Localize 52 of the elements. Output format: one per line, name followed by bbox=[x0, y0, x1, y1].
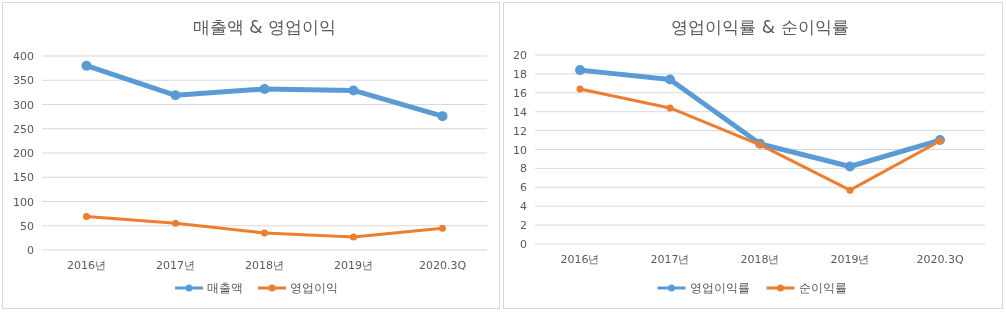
y-tick-label: 50 bbox=[20, 219, 34, 233]
x-tick-label: 2016년 bbox=[560, 253, 600, 266]
point bbox=[170, 90, 181, 101]
point bbox=[666, 104, 674, 112]
y-tick-label: 0 bbox=[27, 244, 34, 257]
point bbox=[81, 60, 92, 71]
y-tick-label: 14 bbox=[513, 105, 527, 119]
legend-label: 영업이익 bbox=[290, 281, 338, 295]
y-tick-label: 100 bbox=[13, 195, 34, 209]
point bbox=[576, 85, 584, 93]
x-tick-label: 2016년 bbox=[67, 259, 106, 272]
y-tick-label: 4 bbox=[520, 200, 527, 214]
x-tick-label: 2019년 bbox=[830, 253, 870, 266]
x-tick-label: 2017년 bbox=[156, 259, 195, 272]
legend-label: 순이익률 bbox=[798, 281, 847, 295]
y-tick-label: 200 bbox=[13, 147, 34, 160]
x-tick-label: 2020.3Q bbox=[916, 253, 964, 266]
chart-title: 영업이익률 & 순이익률 bbox=[671, 17, 849, 37]
point bbox=[350, 233, 357, 241]
point bbox=[348, 85, 359, 96]
point bbox=[83, 213, 90, 221]
y-tick-label: 12 bbox=[513, 124, 527, 138]
y-tick-label: 2 bbox=[520, 219, 527, 233]
y-tick-label: 16 bbox=[513, 86, 527, 100]
y-tick-label: 18 bbox=[513, 67, 527, 81]
chart-title: 매출액 & 영업이익 bbox=[192, 17, 337, 37]
x-tick-label: 2018년 bbox=[740, 253, 780, 266]
point bbox=[575, 65, 585, 76]
point bbox=[439, 224, 446, 232]
y-tick-label: 250 bbox=[13, 122, 34, 136]
y-tick-label: 20 bbox=[513, 49, 527, 62]
x-tick-label: 2018년 bbox=[245, 259, 284, 272]
point bbox=[172, 219, 179, 227]
point bbox=[437, 111, 448, 122]
x-tick-label: 2019년 bbox=[334, 259, 373, 272]
legend-label: 매출액 bbox=[207, 281, 243, 295]
y-tick-label: 10 bbox=[513, 143, 527, 157]
point bbox=[665, 74, 675, 85]
point bbox=[261, 229, 268, 237]
point bbox=[846, 186, 854, 194]
x-tick-label: 2020.3Q bbox=[418, 259, 467, 272]
y-tick-label: 8 bbox=[520, 162, 527, 176]
y-tick-label: 150 bbox=[13, 171, 34, 185]
y-tick-label: 6 bbox=[520, 181, 527, 195]
y-tick-label: 0 bbox=[520, 238, 527, 251]
y-tick-label: 400 bbox=[13, 50, 34, 63]
point bbox=[259, 83, 270, 94]
legend-label: 영업이익률 bbox=[689, 281, 750, 295]
point bbox=[845, 161, 855, 172]
x-tick-label: 2017년 bbox=[650, 253, 690, 266]
y-tick-label: 350 bbox=[13, 74, 34, 88]
y-tick-label: 300 bbox=[13, 98, 34, 112]
